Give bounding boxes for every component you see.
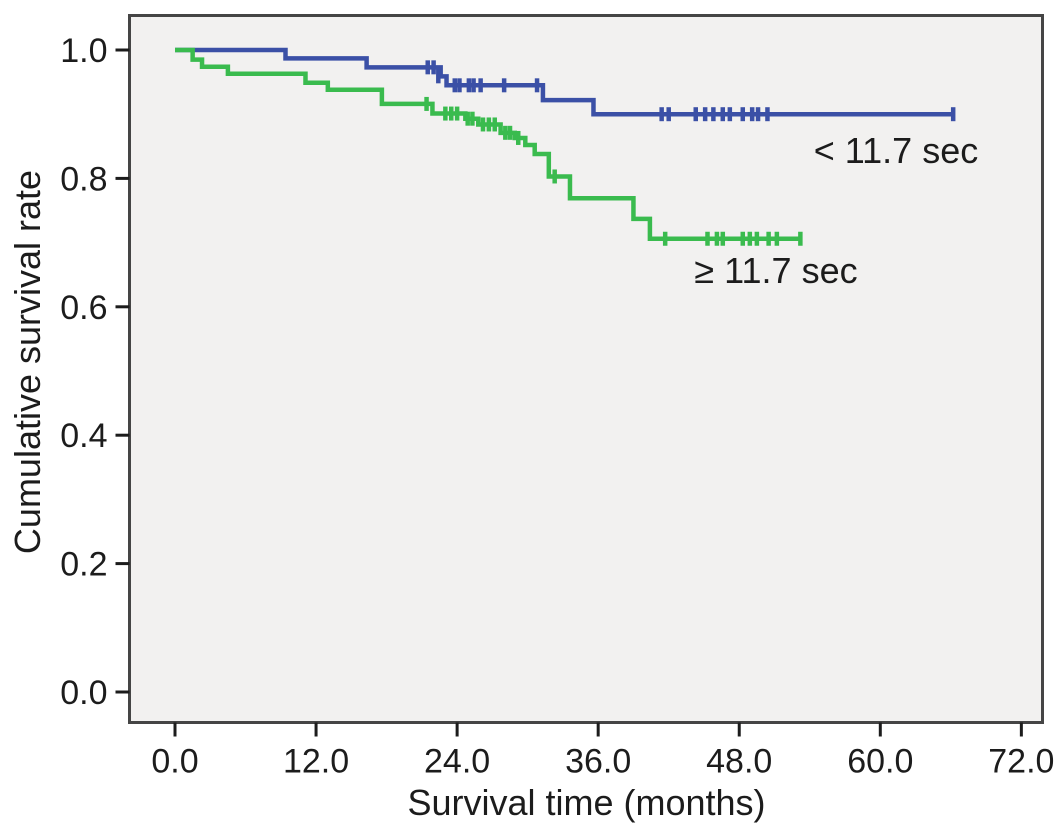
y-axis-tick-label: 0.8 (60, 160, 107, 198)
x-axis-tick-label: 60.0 (847, 743, 913, 781)
survival-curve-ge-11-7 (175, 47, 801, 241)
x-axis-tick-label: 48.0 (706, 743, 772, 781)
x-axis-tick-label: 72.0 (988, 743, 1054, 781)
y-axis-tick-label: 0.4 (60, 417, 107, 455)
x-axis-tick-label: 12.0 (283, 743, 349, 781)
y-axis-tick-label: 0.0 (60, 674, 107, 712)
plot-area-frame (128, 14, 1044, 724)
x-axis-tick-label: 24.0 (424, 743, 490, 781)
x-axis-title: Survival time (months) (407, 782, 766, 823)
y-axis-tick-label: 0.2 (60, 546, 107, 584)
y-axis-tick-label: 0.6 (60, 289, 107, 327)
y-axis-tick-label: 1.0 (60, 32, 107, 70)
series-annotation-lt-11-7: < 11.7 sec (813, 130, 979, 171)
x-axis-tick-label: 0.0 (151, 743, 198, 781)
survival-curve-lt-11-7 (175, 47, 954, 117)
series-annotation-ge-11-7: ≥ 11.7 sec (694, 250, 858, 291)
y-axis-title: Cumulative survival rate (7, 169, 48, 555)
x-axis-tick-label: 36.0 (565, 743, 631, 781)
